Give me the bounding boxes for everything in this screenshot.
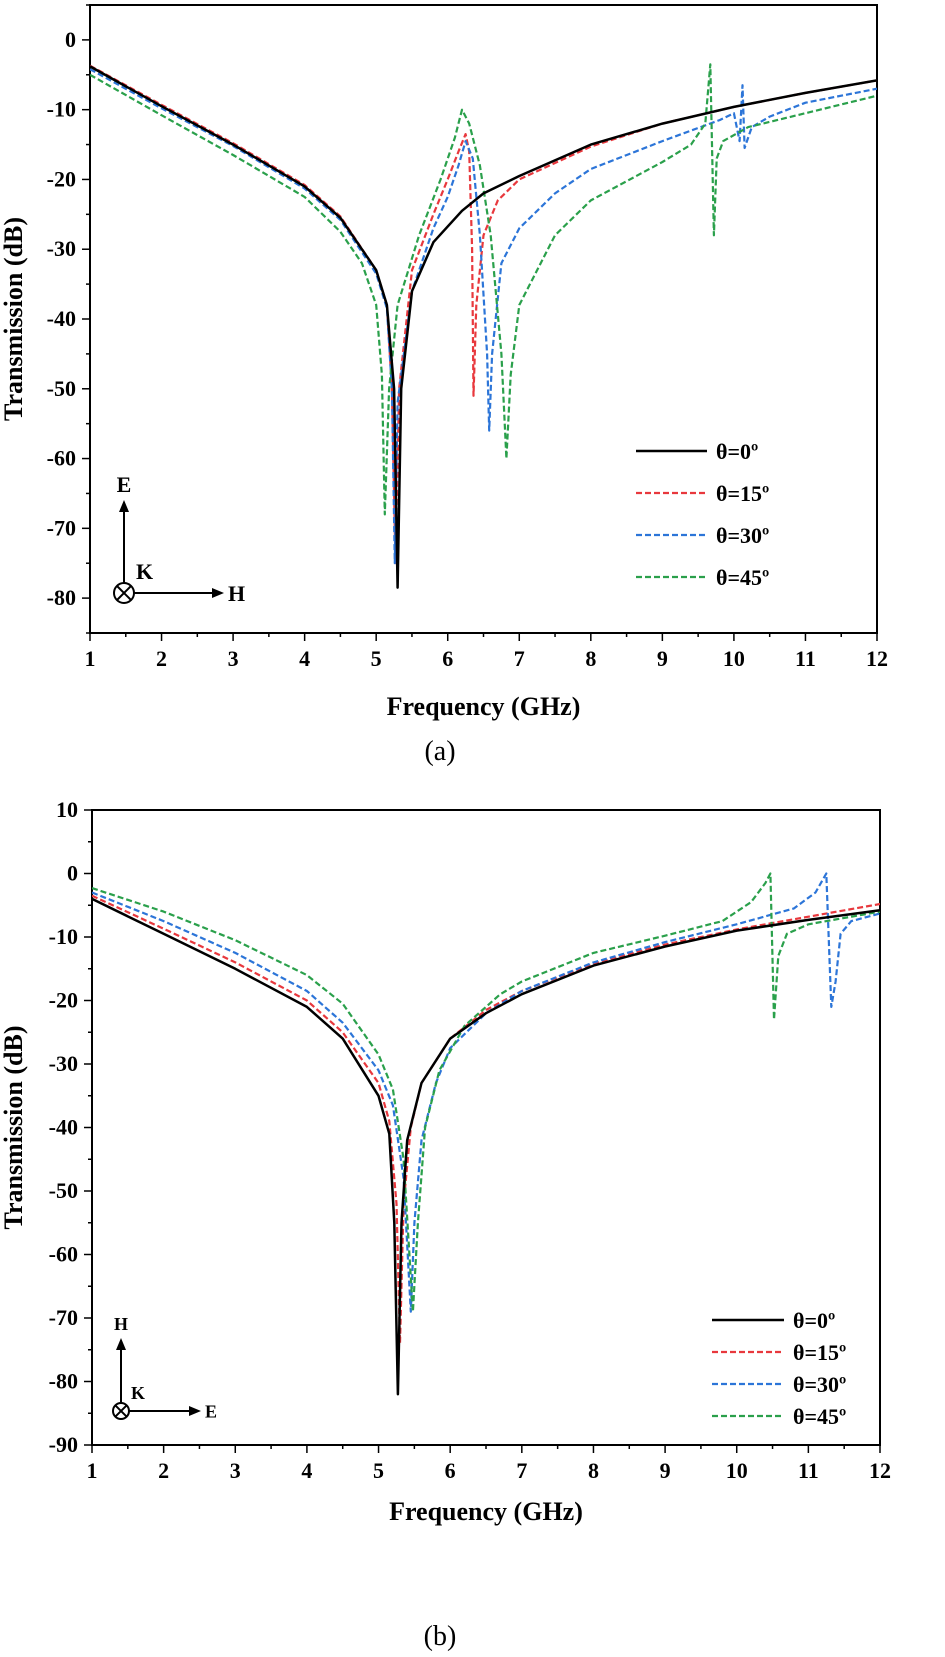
chart-b: 1 2 3 4 5 6 7 8 9 10 11 12100-10-20-30-40-50-60-70-…: [0, 797, 891, 1652]
y-tick-label: 10: [56, 797, 78, 822]
chart-a: 1 2 3 4 5 6 7 8 9 10 11 120-10-20-30-40-50-60-70-80…: [0, 4, 888, 767]
legend: θ=0º θ=15º θ=30º θ=45º: [636, 439, 769, 590]
series-line-0: [92, 897, 880, 1396]
figure-caption: (a): [424, 736, 455, 767]
legend-label: θ=30º: [716, 523, 769, 548]
x-tick-label: 8: [588, 1458, 599, 1483]
x-tick-label: 7: [514, 646, 525, 671]
y-tick-label: -60: [47, 446, 76, 471]
series-line-2: [92, 872, 880, 1313]
series-line-0: [90, 65, 877, 589]
field-up-label: H: [114, 1314, 128, 1334]
series-group: [92, 872, 880, 1396]
legend-label: θ=0º: [716, 439, 758, 464]
field-right-label: E: [205, 1401, 217, 1421]
x-tick-label: 9: [660, 1458, 671, 1483]
x-tick-label: 11: [798, 1458, 819, 1483]
y-tick-label: -20: [47, 166, 76, 191]
x-tick-label: 12: [866, 646, 888, 671]
legend-label: θ=15º: [793, 1340, 846, 1365]
legend: θ=0º θ=15º θ=30º θ=45º: [712, 1308, 846, 1429]
cross-mark: [116, 585, 132, 601]
legend-label: θ=0º: [793, 1308, 835, 1333]
y-tick-label: 0: [65, 27, 76, 52]
x-axis-title: Frequency (GHz): [387, 692, 581, 721]
x-tick-label: 11: [795, 646, 816, 671]
y-tick-label: -80: [47, 585, 76, 610]
field-orientation-diagram: H E K: [112, 1314, 217, 1421]
x-tick-label: 6: [445, 1458, 456, 1483]
y-tick-label: -50: [49, 1178, 78, 1203]
y-tick-label: -90: [49, 1432, 78, 1457]
x-axis-title: Frequency (GHz): [389, 1497, 583, 1526]
legend-label: θ=30º: [793, 1372, 846, 1397]
x-tick-label: 5: [371, 646, 382, 671]
x-tick-label: 12: [869, 1458, 891, 1483]
field-up-label: E: [117, 472, 132, 497]
figure-caption: (b): [424, 1621, 457, 1652]
field-right-label: H: [228, 581, 245, 606]
y-tick-label: -10: [49, 924, 78, 949]
legend-label: θ=15º: [716, 481, 769, 506]
right-arrow-icon: [189, 1406, 201, 1416]
x-tick-label: 4: [299, 646, 310, 671]
x-tick-label: 2: [156, 646, 167, 671]
x-tick-label: 1: [87, 1458, 98, 1483]
y-tick-label: -40: [47, 306, 76, 331]
y-tick-label: -70: [47, 515, 76, 540]
up-arrow-icon: [116, 1338, 126, 1350]
x-tick-label: 4: [301, 1458, 312, 1483]
plot-frame: [91, 809, 881, 1446]
x-tick-label: 3: [228, 646, 239, 671]
wave-vector-label: K: [131, 1383, 145, 1403]
series-line-3: [90, 63, 877, 516]
legend-label: θ=45º: [793, 1404, 846, 1429]
x-tick-label: 9: [657, 646, 668, 671]
y-tick-label: -60: [49, 1242, 78, 1267]
series-group: [90, 63, 877, 589]
series-line-3: [92, 872, 880, 1313]
x-tick-label: 8: [585, 646, 596, 671]
up-arrow-icon: [119, 500, 129, 512]
right-arrow-icon: [212, 588, 224, 598]
x-tick-label: 6: [442, 646, 453, 671]
y-tick-label: -30: [49, 1051, 78, 1076]
y-tick-label: -10: [47, 97, 76, 122]
x-tick-label: 2: [158, 1458, 169, 1483]
series-line-1: [92, 894, 880, 1345]
series-line-2: [90, 68, 877, 565]
x-tick-label: 10: [726, 1458, 748, 1483]
y-axis-title: Transmission (dB): [0, 1026, 28, 1230]
y-axis-title: Transmission (dB): [0, 217, 28, 421]
x-tick-label: 1: [85, 646, 96, 671]
x-tick-label: 10: [723, 646, 745, 671]
x-tick-label: 5: [373, 1458, 384, 1483]
y-tick-label: -50: [47, 376, 76, 401]
field-orientation-diagram: E H K: [113, 472, 245, 606]
y-tick-label: -70: [49, 1305, 78, 1330]
y-tick-label: -80: [49, 1369, 78, 1394]
legend-label: θ=45º: [716, 565, 769, 590]
x-tick-label: 3: [230, 1458, 241, 1483]
x-tick-label: 7: [516, 1458, 527, 1483]
y-tick-label: -30: [47, 236, 76, 261]
series-line-1: [90, 64, 877, 565]
y-tick-label: -20: [49, 988, 78, 1013]
cross-mark: [114, 1404, 128, 1418]
wave-vector-label: K: [136, 559, 153, 584]
y-tick-label: 0: [67, 861, 78, 886]
y-tick-label: -40: [49, 1115, 78, 1140]
